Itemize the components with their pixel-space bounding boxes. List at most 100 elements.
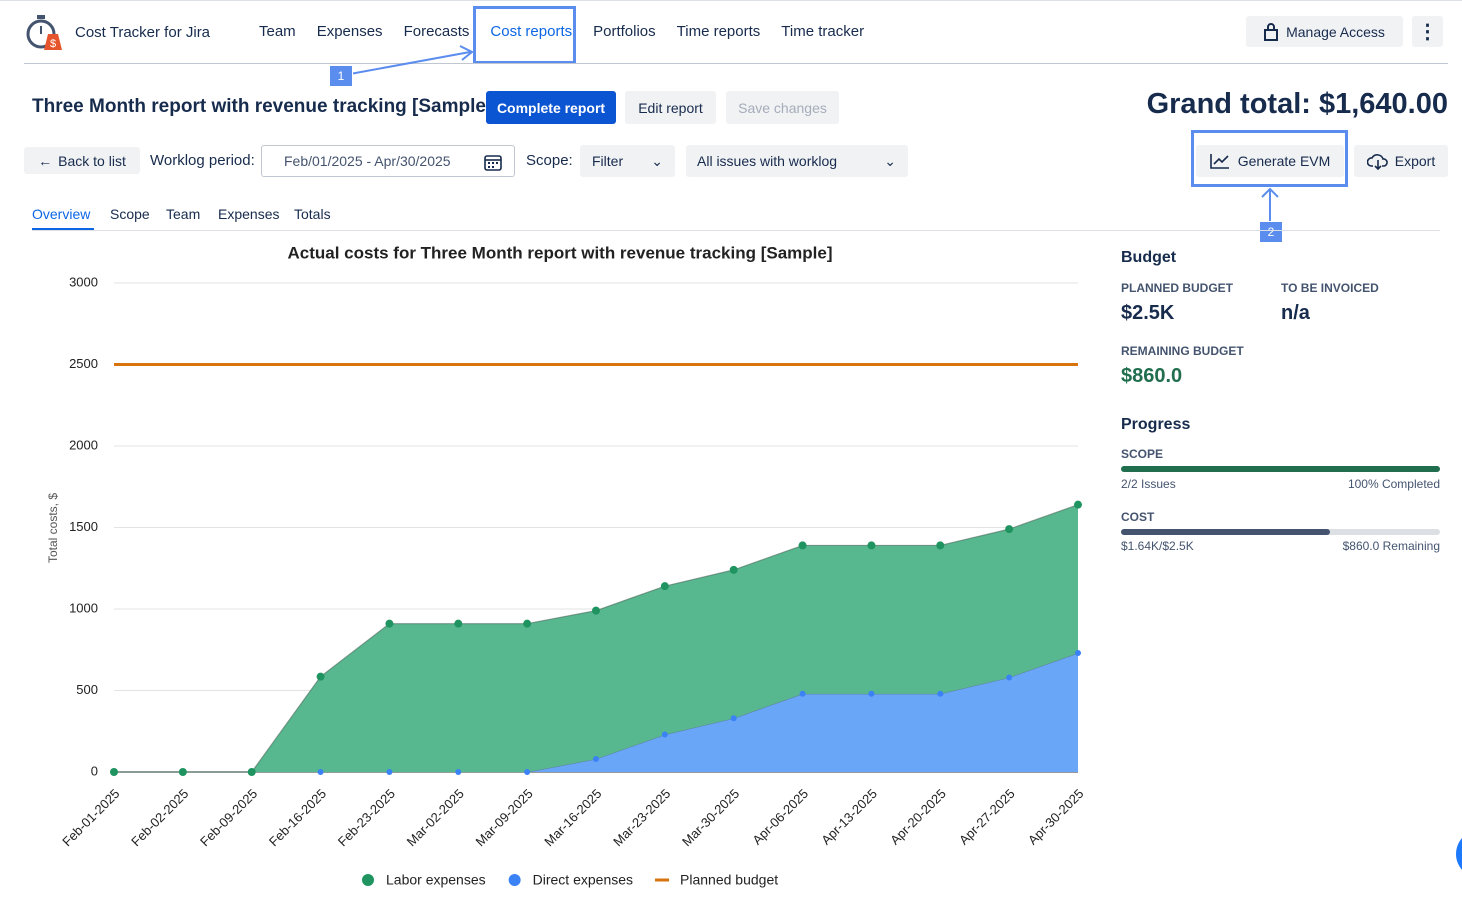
back-button[interactable]: ← Back to list: [24, 147, 140, 174]
x-tick-label: Apr-13-2025: [818, 786, 880, 848]
nav-item[interactable]: Forecasts: [404, 22, 470, 42]
highlight-box: [473, 6, 576, 64]
data-point: [867, 541, 875, 549]
y-tick-label: 500: [76, 682, 98, 697]
y-tick-label: 2500: [69, 356, 98, 371]
scope-issues-select[interactable]: All issues with worklog⌄: [686, 145, 908, 177]
data-point: [1075, 650, 1081, 656]
chart-title: Actual costs for Three Month report with…: [287, 243, 832, 262]
chevron-icon: ⌄: [884, 153, 896, 170]
edit-report-button[interactable]: Edit report: [625, 91, 716, 124]
remaining-budget-label: REMAINING BUDGET: [1121, 344, 1244, 358]
x-tick-label: Feb-02-2025: [128, 786, 191, 849]
nav-item[interactable]: Portfolios: [593, 22, 656, 42]
worklog-label: Worklog period:: [150, 152, 255, 169]
nav-item[interactable]: Expenses: [317, 22, 383, 42]
x-tick-label: Feb-01-2025: [59, 786, 122, 849]
x-tick-label: Apr-06-2025: [749, 786, 811, 848]
legend-label: Direct expenses: [533, 872, 633, 888]
invoiced-value: n/a: [1281, 302, 1310, 325]
app-name: Cost Tracker for Jira: [75, 24, 210, 41]
x-tick-label: Mar-02-2025: [404, 786, 467, 849]
data-point: [800, 691, 806, 697]
tab[interactable]: Expenses: [218, 206, 279, 222]
remaining-budget-value: $860.0: [1121, 365, 1182, 388]
complete-report-button[interactable]: Complete report: [486, 91, 616, 124]
scope-filter-select[interactable]: Filter ⌄: [580, 145, 675, 177]
data-point: [868, 691, 874, 697]
data-point: [454, 620, 462, 628]
callout-arrow: [340, 40, 480, 80]
highlight-box: [1191, 130, 1348, 187]
callout-arrow: [1258, 186, 1282, 226]
scope-progress-label: SCOPE: [1121, 447, 1163, 461]
tab[interactable]: Overview: [32, 206, 90, 222]
budget-title: Budget: [1121, 249, 1176, 267]
data-point: [731, 715, 737, 721]
progress-bar: [1121, 529, 1330, 535]
scope-label: Scope:: [526, 152, 573, 169]
x-tick-label: Apr-30-2025: [1025, 786, 1087, 848]
app-logo: $: [24, 12, 66, 54]
data-point: [1074, 501, 1082, 509]
x-tick-label: Mar-23-2025: [610, 786, 673, 849]
arrow-icon: ←: [38, 153, 52, 169]
data-point: [592, 607, 600, 615]
data-point: [523, 620, 531, 628]
manage-access-button[interactable]: Manage Access: [1246, 16, 1403, 47]
cost-progress-label: COST: [1121, 510, 1154, 524]
x-tick-label: Feb-16-2025: [266, 786, 329, 849]
progress-title: Progress: [1121, 416, 1190, 434]
top-border: [0, 0, 1462, 1]
tab[interactable]: Team: [166, 206, 200, 222]
lock-icon: [1264, 23, 1278, 41]
data-point: [317, 673, 325, 681]
cloud-icon: [1367, 152, 1389, 170]
x-tick-label: Apr-27-2025: [956, 786, 1018, 848]
more-button[interactable]: ⋮: [1412, 16, 1443, 47]
data-point: [937, 691, 943, 697]
x-tick-label: Mar-16-2025: [541, 786, 604, 849]
nav-item[interactable]: Team: [259, 22, 296, 42]
cost-progress-right: $860.0 Remaining: [1343, 539, 1440, 553]
planned-budget-label: PLANNED BUDGET: [1121, 281, 1233, 295]
help-button[interactable]: [1456, 830, 1462, 878]
progress-track: [1121, 466, 1440, 472]
x-tick-label: Mar-09-2025: [472, 786, 535, 849]
date-range-input[interactable]: Feb/01/2025 - Apr/30/2025: [261, 145, 515, 177]
legend-label: Planned budget: [680, 872, 778, 888]
data-point: [385, 620, 393, 628]
chevron-icon: ⌄: [651, 153, 663, 170]
button-label: Back to list: [58, 153, 126, 169]
save-changes-button[interactable]: Save changes: [726, 91, 839, 124]
invoiced-label: TO BE INVOICED: [1281, 281, 1379, 295]
date-range-value: Feb/01/2025 - Apr/30/2025: [284, 153, 451, 169]
tab[interactable]: Scope: [110, 206, 150, 222]
export-button[interactable]: Export: [1354, 145, 1448, 177]
data-point: [1005, 525, 1013, 533]
select-label: Filter: [592, 153, 623, 169]
y-tick-label: 1000: [69, 600, 98, 615]
calendar-icon: [484, 153, 502, 171]
data-point: [248, 768, 256, 776]
data-point: [1006, 674, 1012, 680]
data-point: [936, 541, 944, 549]
x-tick-label: Feb-23-2025: [335, 786, 398, 849]
cost-progress-left: $1.64K/$2.5K: [1121, 539, 1194, 553]
nav-item[interactable]: Time tracker: [781, 22, 864, 42]
x-tick-label: Feb-09-2025: [197, 786, 260, 849]
callout-badge: 2: [1259, 221, 1283, 243]
tab[interactable]: Totals: [294, 206, 331, 222]
svg-text:$: $: [50, 38, 56, 50]
data-point: [386, 769, 392, 775]
scope-progress-right: 100% Completed: [1348, 477, 1440, 491]
nav-item[interactable]: Time reports: [677, 22, 761, 42]
grand-total: Grand total: $1,640.00: [1147, 88, 1448, 121]
data-point: [455, 769, 461, 775]
legend-label: Labor expenses: [386, 872, 486, 888]
data-point: [730, 566, 738, 574]
data-point: [110, 768, 118, 776]
y-tick-label: 0: [91, 763, 98, 778]
y-axis-label: Total costs, $: [46, 493, 60, 563]
button-label: Export: [1395, 153, 1435, 169]
